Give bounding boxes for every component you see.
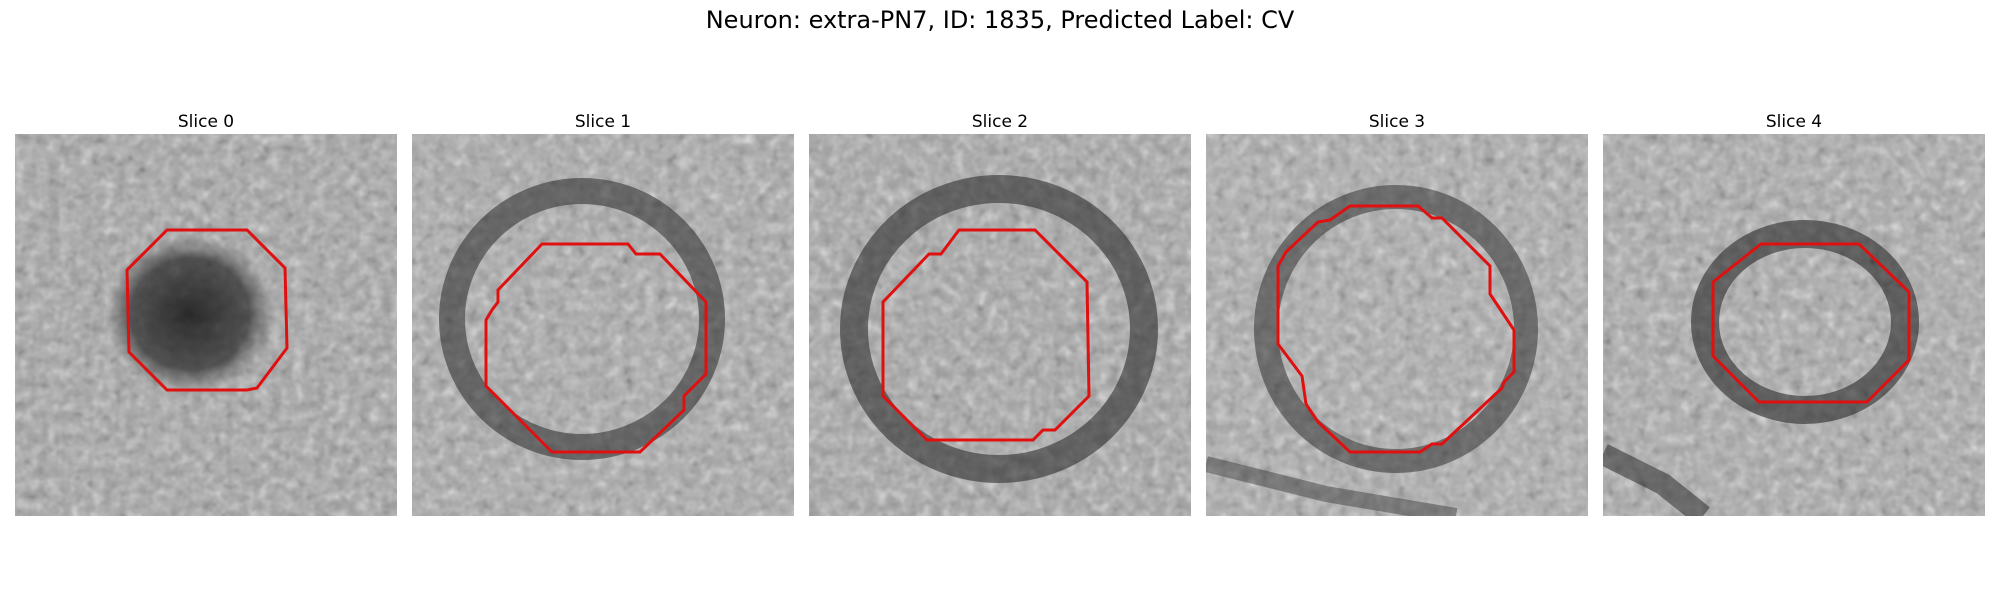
slice-panel-0: Slice 0 [15,110,397,516]
slice-panel-2: Slice 2 [809,110,1191,516]
dark-blob [105,234,275,394]
slice-title-1: Slice 1 [574,112,632,132]
figure-title: Neuron: extra-PN7, ID: 1835, Predicted L… [705,6,1295,34]
dark-ring [840,175,1158,483]
slice-panel-3: Slice 3 [1206,110,1588,516]
dark-ring [439,178,725,460]
slice-image-1 [412,134,794,516]
outline-0 [125,228,289,392]
slice-image-2 [809,134,1191,516]
slice-title-0: Slice 0 [177,112,235,132]
slice-panel-4: Slice 4 [1603,110,1985,516]
dark-ring [1254,185,1538,473]
outline-3 [1276,204,1516,454]
slice-title-4: Slice 4 [1765,112,1823,132]
outline-2 [881,228,1091,442]
outline-4 [1711,242,1911,404]
slice-image-0 [15,134,397,516]
slice-image-3 [1206,134,1588,516]
dark-ring [1691,220,1919,424]
slice-image-4 [1603,134,1985,516]
slice-panel-1: Slice 1 [412,110,794,516]
outline-1 [484,242,708,454]
slice-title-3: Slice 3 [1368,112,1426,132]
slice-title-2: Slice 2 [971,112,1029,132]
